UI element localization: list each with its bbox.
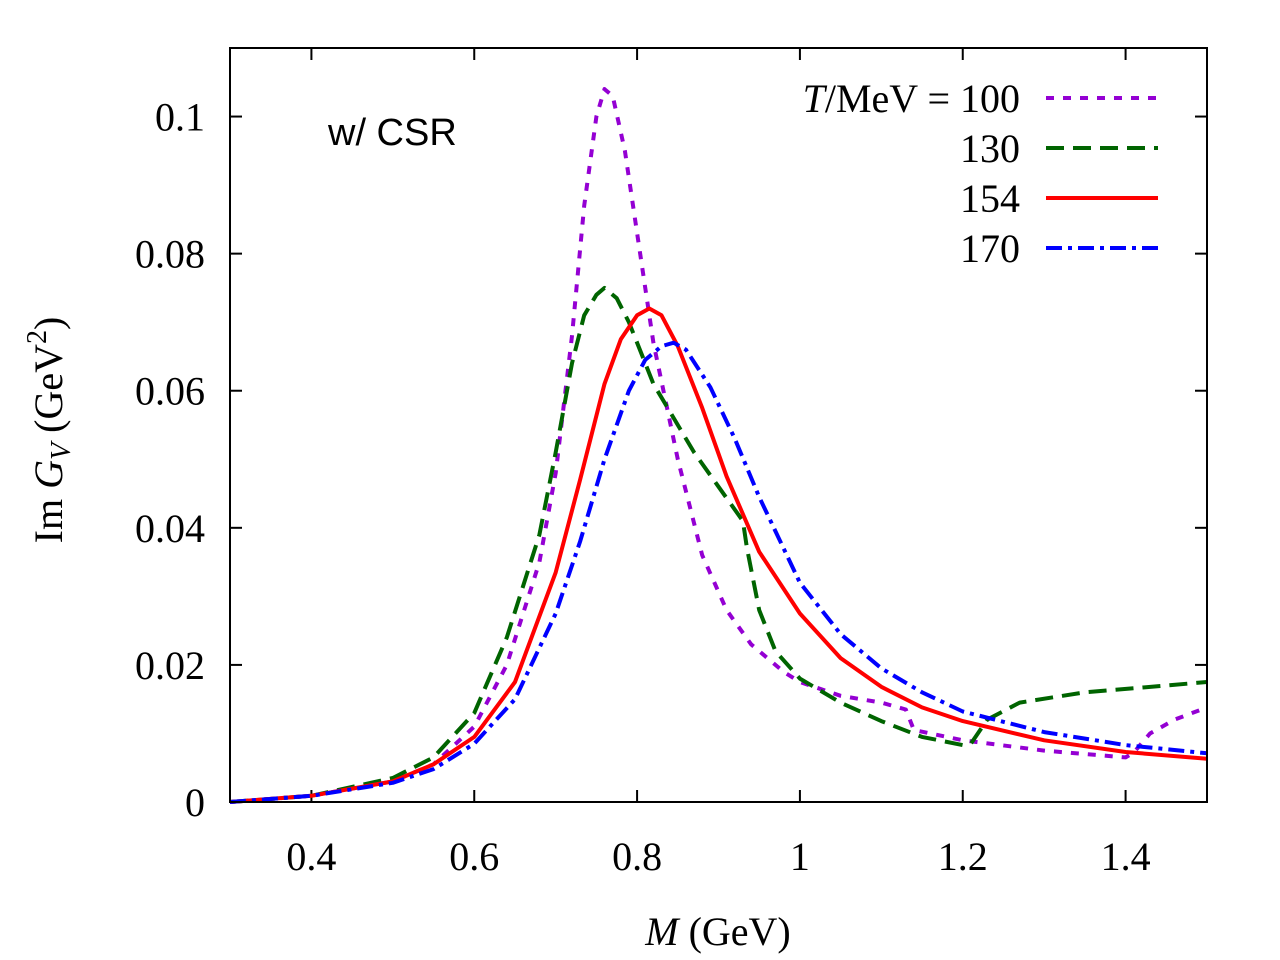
y-tick-label: 0.06 — [135, 369, 205, 414]
legend-entry-100: T/MeV = 100 — [803, 76, 1020, 121]
y-axis-label-close: ) — [26, 317, 71, 330]
y-axis-label: Im GV (GeV2) — [22, 317, 77, 544]
x-tick-label: 1 — [790, 834, 810, 879]
y-axis-label-sup: 2 — [22, 330, 53, 344]
x-axis-label-var: M — [644, 909, 681, 954]
series-group — [229, 87, 1208, 804]
y-axis-label-pre: Im — [26, 489, 71, 543]
axis-ticks: 0.4 0.6 0.8 1 1.2 1.4 0 0.02 0.04 0.06 0.08 0.1 — [135, 48, 1207, 879]
plot-frame — [229, 47, 1208, 803]
legend-label: 100 — [960, 76, 1020, 121]
series-line-154 — [229, 306, 1208, 804]
legend-title-rest: /MeV = — [825, 76, 960, 121]
series-line-100 — [229, 87, 1208, 804]
y-tick-label: 0 — [185, 780, 205, 825]
y-tick-label: 0.04 — [135, 506, 205, 551]
x-axis-label-unit: (GeV) — [679, 909, 791, 954]
x-tick-label: 1.4 — [1101, 834, 1151, 879]
annotation: w/ CSR — [327, 112, 457, 154]
x-tick-label: 0.8 — [612, 834, 662, 879]
legend-entry-154: 154 — [960, 176, 1020, 221]
legend-label: 170 — [960, 226, 1020, 271]
legend-label: 154 — [960, 176, 1020, 221]
legend-entry-130: 130 — [960, 126, 1020, 171]
y-tick-label: 0.02 — [135, 643, 205, 688]
legend-entry-170: 170 — [960, 226, 1020, 271]
y-axis-label-var: G — [26, 460, 71, 489]
legend-label: 130 — [960, 126, 1020, 171]
y-tick-label: 0.08 — [135, 232, 205, 277]
x-axis-label: M (GeV) — [644, 909, 791, 954]
legend-title-var: T — [803, 76, 828, 121]
x-tick-label: 0.4 — [286, 834, 336, 879]
x-tick-label: 0.6 — [449, 834, 499, 879]
y-axis-label-unit: (GeV — [26, 344, 71, 443]
legend: T/MeV = 100 130 154 170 — [803, 76, 1158, 271]
x-tick-label: 1.2 — [938, 834, 988, 879]
series-line-170 — [229, 340, 1208, 804]
series-line-130 — [229, 285, 1208, 804]
y-tick-label: 0.1 — [155, 95, 205, 140]
y-axis-label-sub: V — [46, 440, 77, 460]
